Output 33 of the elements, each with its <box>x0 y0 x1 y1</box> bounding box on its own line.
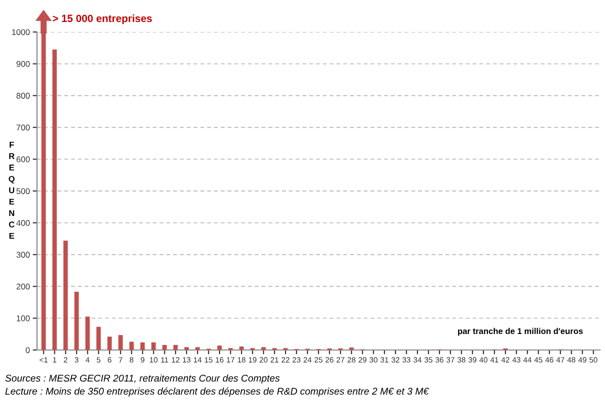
annotation: par tranche de 1 million d'euros <box>458 328 583 336</box>
bar <box>129 342 134 350</box>
bar <box>74 292 79 350</box>
y-tick-label: 200 <box>16 284 30 290</box>
bar <box>217 346 222 350</box>
bar <box>261 347 266 350</box>
bar <box>96 326 101 350</box>
y-tick-label: 100 <box>16 315 30 322</box>
bar <box>162 344 167 350</box>
bar <box>239 346 244 350</box>
y-tick-label: 500 <box>16 188 30 194</box>
bar <box>173 344 178 350</box>
source-note: Sources : MESR GECIR 2011, retraitements Cour des Comptes <box>5 374 280 384</box>
bar <box>151 342 156 350</box>
y-tick-label: 800 <box>16 92 30 99</box>
bar <box>85 316 90 350</box>
bar <box>107 336 112 350</box>
y-tick-label: 400 <box>16 220 30 226</box>
bar <box>63 240 68 350</box>
y-tick-label: 700 <box>16 124 30 130</box>
text: Lecture : Moins de 350 entreprises déclarent des dépenses de R&D comprises entre 2 M€ et 3 M€ <box>5 387 430 397</box>
y-tick-label: 900 <box>16 61 30 67</box>
y-tick-label: 600 <box>16 156 30 162</box>
y-tick-label: 300 <box>16 252 30 258</box>
bar <box>195 347 200 350</box>
annotation: > 15 000 entreprises <box>52 14 152 24</box>
y-tick-label: 0 <box>26 347 30 354</box>
bar <box>118 335 123 350</box>
bar <box>52 49 57 350</box>
y-tick-label: 1000 <box>12 29 30 36</box>
text: FREQUENCE <box>8 142 15 239</box>
bar <box>140 342 145 350</box>
bar <box>184 347 189 350</box>
